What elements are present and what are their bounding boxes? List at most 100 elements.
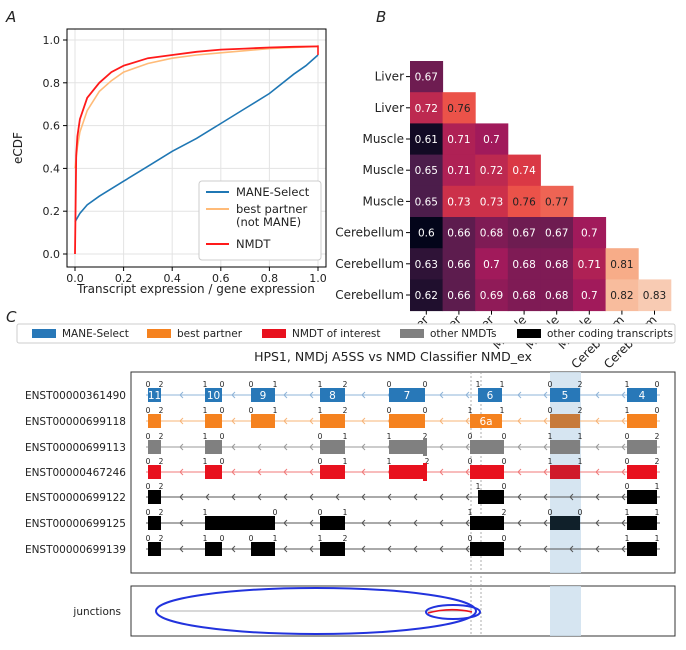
phase-label: 0 bbox=[249, 534, 254, 543]
heatmap-cell bbox=[475, 154, 509, 187]
phase-label: 2 bbox=[159, 406, 164, 415]
exon-block bbox=[470, 440, 504, 454]
strand-arrow bbox=[621, 468, 626, 476]
phase-label: 1 bbox=[655, 508, 660, 517]
phase-label: 1 bbox=[203, 508, 208, 517]
heatmap-cell bbox=[442, 279, 476, 312]
transcript-id-label: ENST00000361490 bbox=[25, 390, 126, 402]
transcript-id-label: ENST00000699139 bbox=[25, 544, 126, 556]
strand-arrow bbox=[569, 545, 574, 553]
strand-arrow bbox=[569, 493, 574, 501]
phase-label: 2 bbox=[159, 432, 164, 441]
phase-label: 1 bbox=[203, 406, 208, 415]
exon-block bbox=[470, 414, 502, 428]
phase-label: 0 bbox=[318, 508, 323, 517]
phase-label: 1 bbox=[625, 508, 630, 517]
junctions-plot-frame bbox=[130, 585, 676, 637]
heatmap-cell bbox=[410, 185, 444, 218]
phase-label: 1 bbox=[273, 534, 278, 543]
strand-arrow bbox=[309, 391, 314, 399]
heatmap-row-label: Cerebellum bbox=[335, 226, 404, 240]
phase-label: 0 bbox=[548, 380, 553, 389]
gene-legend-swatch-0 bbox=[32, 329, 56, 338]
gene-structure-plot: MANE-Select best partner NMDT of interest o… bbox=[16, 323, 676, 637]
heatmap-cell-value: 0.7 bbox=[483, 134, 500, 146]
phase-label: 0 bbox=[578, 508, 583, 517]
strand-arrow bbox=[309, 468, 314, 476]
exon-block bbox=[205, 414, 222, 428]
exon-block bbox=[148, 516, 161, 530]
strand-arrow bbox=[465, 493, 470, 501]
strand-arrow bbox=[361, 417, 366, 425]
heatmap-cell-value: 0.82 bbox=[610, 290, 633, 302]
strand-arrow bbox=[465, 545, 470, 553]
strand-arrow bbox=[543, 468, 548, 476]
heatmap-cell-value: 0.68 bbox=[545, 259, 568, 271]
transcript-id-label: ENST00000699122 bbox=[25, 492, 126, 504]
heatmap-cell bbox=[507, 185, 541, 218]
ecdf-lines bbox=[74, 45, 319, 255]
exon-block bbox=[470, 465, 504, 479]
strand-arrow bbox=[179, 519, 184, 527]
phase-label: 1 bbox=[548, 432, 553, 441]
junction-arc-nmd bbox=[427, 608, 473, 614]
ecdf-x-tick-label: 0.6 bbox=[212, 272, 230, 285]
gene-legend-label: other coding transcripts bbox=[547, 328, 673, 340]
gene-plot-title: HPS1, NMDj A5SS vs NMD Classifier NMD_ex bbox=[254, 349, 532, 364]
exon-block bbox=[550, 388, 580, 402]
heatmap-cell bbox=[442, 248, 476, 280]
strand-arrow bbox=[283, 545, 288, 553]
exon-block bbox=[550, 440, 580, 454]
exon5-highlight-band-junctions bbox=[550, 586, 581, 636]
heatmap-cell-value: 0.62 bbox=[415, 290, 438, 302]
heatmap-row-label: Liver bbox=[375, 70, 405, 84]
exon-block bbox=[320, 414, 345, 428]
phase-label: 2 bbox=[343, 380, 348, 389]
phase-label: 0 bbox=[387, 406, 392, 415]
phase-label: 0 bbox=[468, 457, 473, 466]
heatmap-cell-value: 0.69 bbox=[480, 290, 503, 302]
strand-arrow bbox=[517, 493, 522, 501]
ecdf-y-axis-label: eCDF bbox=[11, 132, 25, 164]
correlation-heatmap: 0.67 0.72 0.76 0.61 0.71 0.7 0.65 0.71 0.72 0.74 0… bbox=[335, 61, 672, 371]
exon-block bbox=[389, 414, 425, 428]
phase-label: 0 bbox=[146, 380, 151, 389]
panel-label-a: A bbox=[5, 8, 16, 26]
junction-arc-short bbox=[425, 604, 481, 620]
strand-arrow bbox=[283, 391, 288, 399]
ecdf-legend: MANE-Select best partner(not MANE) NMDT bbox=[198, 180, 322, 261]
transcript-id-label: ENST00000699125 bbox=[25, 518, 126, 530]
phase-label: 0 bbox=[625, 432, 630, 441]
heatmap-cell bbox=[442, 154, 476, 187]
heatmap-cell-value: 0.71 bbox=[447, 134, 470, 146]
phase-label: 1 bbox=[318, 534, 323, 543]
heatmap-cell-value: 0.72 bbox=[480, 165, 503, 177]
ecdf-legend-label: best partner bbox=[236, 202, 307, 216]
phase-label: 0 bbox=[146, 457, 151, 466]
phase-label: 1 bbox=[387, 457, 392, 466]
ecdf-series-line-2 bbox=[74, 45, 319, 255]
strand-arrow bbox=[231, 417, 236, 425]
strand-arrow bbox=[361, 391, 366, 399]
phase-label: 0 bbox=[625, 457, 630, 466]
strand-arrow bbox=[621, 443, 626, 451]
ecdf-ticks: 0.0 0.2 0.4 0.6 0.8 1.0 0.0 0.2 0.4 0.6 0.8 1.0 bbox=[43, 34, 327, 285]
exon-block bbox=[470, 542, 504, 556]
strand-arrow bbox=[179, 417, 184, 425]
strand-arrow bbox=[621, 519, 626, 527]
strand-arrow bbox=[595, 391, 600, 399]
heatmap-cell-value: 0.71 bbox=[578, 259, 601, 271]
strand-arrow bbox=[595, 519, 600, 527]
phase-label: 0 bbox=[502, 534, 507, 543]
heatmap-cell bbox=[540, 185, 574, 218]
ecdf-legend-label: (not MANE) bbox=[236, 215, 301, 229]
phase-label: 0 bbox=[318, 457, 323, 466]
exon-block bbox=[205, 440, 222, 454]
ecdf-series-line-0 bbox=[74, 54, 319, 223]
strand-arrow bbox=[543, 443, 548, 451]
exon-block bbox=[148, 414, 161, 428]
stop-codon-marker bbox=[423, 438, 427, 456]
gene-plot-frame bbox=[130, 371, 676, 574]
strand-arrow bbox=[361, 443, 366, 451]
